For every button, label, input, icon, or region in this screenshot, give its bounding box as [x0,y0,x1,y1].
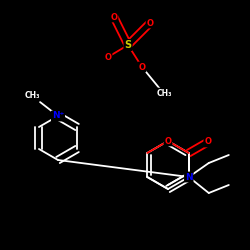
Text: O: O [138,62,145,72]
Text: O: O [164,136,172,145]
Text: S: S [124,40,132,50]
Text: N⁺: N⁺ [52,112,64,120]
Text: CH₃: CH₃ [156,88,172,98]
Text: N: N [185,172,192,182]
Text: O: O [104,52,112,62]
Text: CH₃: CH₃ [24,92,40,100]
Text: O: O [110,12,117,22]
Text: O: O [146,18,154,28]
Text: O: O [204,138,211,146]
